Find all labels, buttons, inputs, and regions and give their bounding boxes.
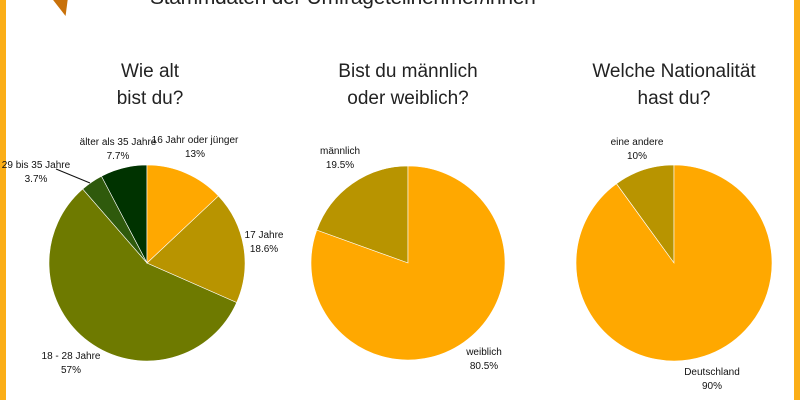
slice-label: männlich 19.5%	[319, 146, 361, 171]
chart-title-age: Wie alt bist du?	[116, 61, 184, 109]
slice-label: 29 bis 35 Jahre 3.7%	[1, 160, 71, 185]
pie-slice	[575, 164, 773, 362]
pie-slice	[316, 165, 409, 264]
slice-label: Deutschland 90%	[684, 367, 740, 392]
pie-slice	[146, 195, 246, 303]
leader-line	[55, 168, 91, 184]
pie-slice	[310, 165, 506, 361]
chart-title-gender: Bist du männlich oder weiblich?	[338, 61, 478, 109]
slice-label: weiblich 80.5%	[466, 347, 502, 372]
slice-label: eine andere 10%	[610, 137, 664, 162]
frame-left	[0, 0, 6, 400]
slice-label: 18 - 28 Jahre 57%	[41, 351, 101, 376]
document-title: Stammdaten der Umfrageteilnehmer/innen	[150, 0, 536, 10]
slice-label: älter als 35 Jahre 7.7%	[79, 137, 157, 162]
pie-slice	[48, 188, 238, 362]
pie-slice	[146, 164, 219, 264]
slice-label: 17 Jahre 18.6%	[244, 230, 284, 255]
chart-title-nationality: Welche Nationalität hast du?	[592, 61, 756, 109]
slice-label: 16 Jahr oder jünger 13%	[151, 135, 239, 160]
frame-right	[794, 0, 800, 400]
